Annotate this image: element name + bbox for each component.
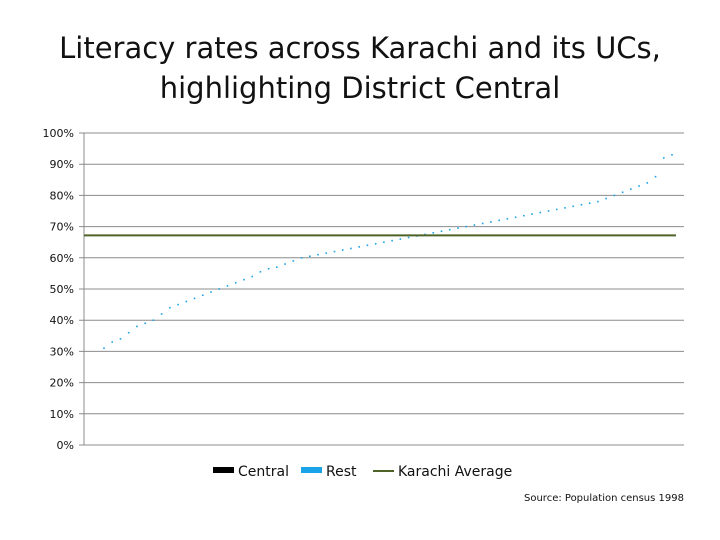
rest-data-point <box>374 242 377 245</box>
rest-data-point <box>169 306 171 309</box>
rest-data-point <box>621 191 624 194</box>
rest-data-point <box>671 154 673 156</box>
rest-data-point <box>152 319 155 321</box>
rest-data-point <box>267 267 270 270</box>
y-tick-label: 0% <box>57 439 74 452</box>
rest-data-point <box>473 224 476 226</box>
rest-data-point <box>457 227 459 229</box>
chart-title: Literacy rates across Karachi and its UC… <box>0 28 720 108</box>
rest-data-point <box>399 238 402 240</box>
rest-data-point <box>201 294 204 297</box>
rest-data-point <box>440 230 443 233</box>
chart-title-line-1: Literacy rates across Karachi and its UC… <box>59 31 661 65</box>
rest-data-point <box>300 257 303 259</box>
rest-data-point <box>481 222 484 225</box>
y-tick-label: 70% <box>50 221 74 234</box>
rest-data-point <box>292 260 295 262</box>
rest-data-point <box>276 266 278 268</box>
rest-data-point <box>564 207 566 209</box>
rest-data-point <box>127 331 130 334</box>
y-tick-label: 10% <box>50 408 74 421</box>
rest-data-point <box>160 313 163 315</box>
y-tick-label: 40% <box>50 314 74 327</box>
rest-data-point <box>597 200 599 203</box>
rest-data-point <box>136 325 138 328</box>
gridlines <box>79 132 684 446</box>
rest-series-points <box>103 154 673 350</box>
rest-data-point <box>523 214 525 217</box>
rest-data-point <box>284 263 286 265</box>
rest-data-point <box>383 241 385 243</box>
y-tick-label: 90% <box>50 158 74 171</box>
rest-data-point <box>448 228 451 231</box>
y-tick-label: 80% <box>50 189 74 202</box>
rest-data-point <box>514 216 517 219</box>
legend-swatch-rest <box>301 467 322 473</box>
rest-data-point <box>506 218 509 220</box>
rest-data-point <box>350 247 352 250</box>
rest-data-point <box>177 303 179 306</box>
legend-label-central: Central <box>238 464 289 480</box>
rest-data-point <box>580 203 583 206</box>
rest-data-point <box>358 246 360 248</box>
rest-data-point <box>259 271 262 273</box>
rest-data-point <box>251 275 253 278</box>
rest-data-point <box>572 205 575 208</box>
chart-title-line-2: highlighting District Central <box>159 71 561 105</box>
legend-label-karachi-average: Karachi Average <box>398 464 512 480</box>
rest-data-point <box>613 194 616 197</box>
rest-data-point <box>630 188 632 190</box>
rest-data-point <box>547 210 550 212</box>
rest-data-point <box>226 285 229 287</box>
y-tick-label: 30% <box>50 345 74 358</box>
legend-swatch-central <box>213 467 234 473</box>
rest-data-point <box>119 338 122 340</box>
rest-data-point <box>325 252 328 254</box>
rest-data-point <box>333 250 336 253</box>
rest-data-point <box>539 211 542 214</box>
rest-data-point <box>243 278 245 281</box>
legend: Central Rest Karachi Average <box>213 464 512 480</box>
y-axis-tick-labels: 0% 10% 20% 30% 40% 50% 60% 70% 80% 90% 100% <box>43 127 74 452</box>
legend-label-rest: Rest <box>326 464 357 480</box>
y-tick-label: 20% <box>50 377 74 390</box>
rest-data-point <box>193 297 196 300</box>
rest-data-point <box>391 239 393 242</box>
rest-data-point <box>218 288 221 290</box>
rest-data-point <box>498 219 500 222</box>
rest-data-point <box>490 221 492 223</box>
rest-data-point <box>317 253 319 256</box>
rest-data-point <box>662 157 665 159</box>
rest-data-point <box>341 249 344 251</box>
rest-data-point <box>234 281 237 284</box>
y-tick-label: 50% <box>50 283 74 296</box>
rest-data-point <box>111 341 114 343</box>
rest-data-point <box>605 197 607 200</box>
rest-data-point <box>638 185 640 187</box>
rest-data-point <box>103 347 105 350</box>
rest-data-point <box>465 225 468 228</box>
rest-data-point <box>366 244 369 247</box>
rest-data-point <box>588 202 591 204</box>
rest-data-point <box>407 236 410 239</box>
rest-data-point <box>646 182 649 184</box>
rest-data-point <box>185 300 188 303</box>
rest-data-point <box>555 208 558 211</box>
rest-data-point <box>210 291 212 293</box>
rest-data-point <box>432 232 435 234</box>
rest-data-point <box>144 322 146 325</box>
y-tick-label: 60% <box>50 252 74 265</box>
rest-data-point <box>308 255 311 258</box>
rest-data-point <box>654 175 657 178</box>
rest-data-point <box>531 213 533 215</box>
source-note: Source: Population census 1998 <box>524 493 684 504</box>
y-tick-label: 100% <box>43 127 74 140</box>
